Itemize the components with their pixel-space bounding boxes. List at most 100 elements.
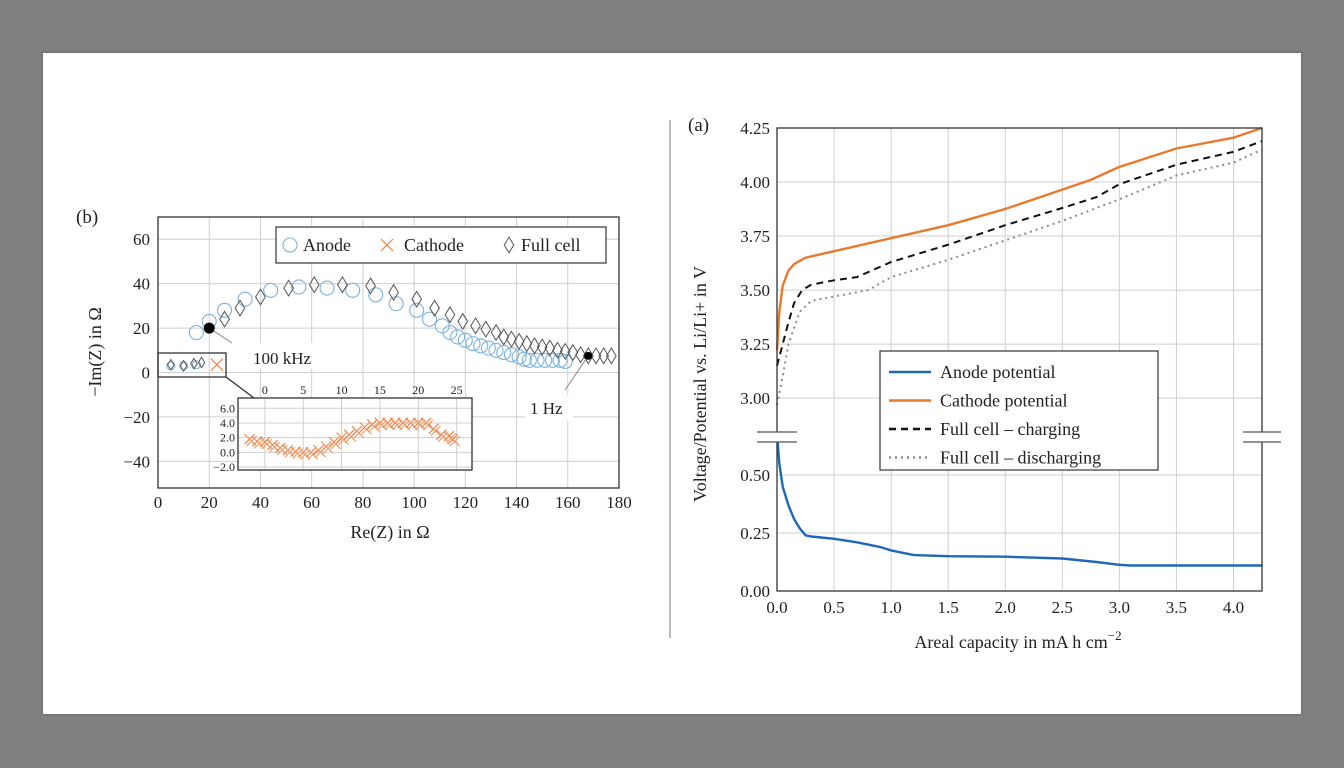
anode-point	[191, 360, 201, 370]
x-tick-label: 120	[453, 493, 479, 512]
anode-point	[368, 287, 384, 303]
full-cell-point	[480, 320, 492, 338]
anode-point	[388, 296, 404, 312]
anode-point	[188, 324, 204, 341]
anode-point	[442, 324, 458, 341]
x-tick-label: 2.0	[995, 598, 1016, 617]
legend-label: Anode	[303, 235, 351, 255]
x-axis-label-text: Areal capacity in mA h cm	[914, 632, 1107, 652]
x-tick-label: 4.0	[1223, 598, 1244, 617]
y-tick-label: 0.50	[740, 466, 770, 485]
x-tick-label: 180	[606, 493, 632, 512]
x-tick-label: 160	[555, 493, 581, 512]
full-cell-point	[559, 342, 571, 361]
full-cell-point	[582, 347, 594, 365]
y-tick-label: 3.50	[740, 281, 770, 300]
anode-point	[544, 352, 560, 368]
anode-point	[552, 352, 568, 368]
anode-point	[516, 351, 532, 367]
x-tick-label: 0.5	[823, 598, 844, 617]
inset-y-tick-label: −2.0	[213, 460, 235, 474]
full-cell-point	[219, 310, 230, 328]
annotation-label-100khz: 100 kHz	[253, 349, 312, 368]
full-cell-point	[308, 275, 320, 294]
annotation-leader	[564, 355, 589, 391]
y-tick-label: −40	[123, 452, 150, 471]
anode-point	[237, 291, 253, 307]
full-cell-point	[444, 305, 456, 324]
full-cell-point	[429, 299, 440, 317]
full-cell-point	[167, 358, 175, 371]
anode-point	[488, 342, 504, 358]
full-cell-point	[283, 279, 295, 297]
full-cell-point	[388, 283, 400, 302]
full-cell-point	[536, 338, 548, 356]
x-axis-label: Areal capacity in mA h cm−2	[914, 628, 1121, 652]
axis-break-gap	[1243, 432, 1281, 442]
full-cell-point	[590, 347, 602, 365]
y-tick-label: 3.00	[740, 389, 770, 408]
x-tick-label: 3.5	[1166, 598, 1187, 617]
full-cell-point	[365, 277, 376, 295]
full-cell-point	[575, 345, 586, 364]
anode-point	[521, 352, 537, 368]
inset-bg	[238, 398, 472, 470]
cathode-point	[210, 358, 224, 372]
panel-label-b: (b)	[76, 207, 98, 228]
full-cell-point	[552, 341, 563, 360]
full-cell-point	[513, 332, 525, 351]
x-tick-label: 1.5	[938, 598, 959, 617]
full-cell-point	[521, 334, 533, 353]
y-tick-label: 0.00	[740, 582, 770, 601]
inset-cathode-point	[407, 419, 419, 431]
anode-point	[480, 340, 496, 356]
annotation-bg	[248, 343, 328, 369]
legend-marker-cross	[380, 238, 394, 252]
x-tick-label: 3.0	[1109, 598, 1130, 617]
full-cell-point	[605, 347, 617, 365]
inset-x-tick-label: 10	[336, 383, 348, 397]
x-tick-label: 100	[401, 493, 427, 512]
inset-cathode-point	[414, 419, 426, 431]
legend-label: Cathode	[404, 235, 464, 255]
x-tick-label: 1.0	[880, 598, 901, 617]
anode-point	[465, 336, 481, 352]
x-axis-label-superscript: −2	[1108, 628, 1122, 643]
y-tick-label: 0	[142, 363, 151, 382]
full-cell-point	[529, 337, 540, 355]
legend-label: Full cell – discharging	[940, 448, 1101, 468]
inset-x-tick-label: 0	[262, 383, 268, 397]
legend-label: Full cell – charging	[940, 419, 1080, 439]
cathode-potential-line	[775, 126, 1263, 351]
zoom-connector	[225, 376, 255, 399]
inset-cathode-point	[307, 448, 319, 460]
anode-point	[457, 332, 473, 348]
anode-point	[263, 282, 279, 298]
x-tick-label: 0.0	[766, 598, 787, 617]
inset-x-tick-label: 25	[451, 383, 463, 397]
y-tick-label: 4.00	[740, 173, 770, 192]
full-cell-point	[544, 339, 556, 357]
anode-point	[291, 279, 307, 295]
legend-marker-circle	[282, 237, 298, 253]
legend-label: Full cell	[521, 235, 581, 255]
annotation-point-1hz	[584, 351, 593, 360]
x-tick-label: 0	[154, 493, 163, 512]
anode-point	[557, 353, 573, 369]
anode-point	[217, 302, 233, 318]
y-axis-label: −Im(Z) in Ω	[85, 307, 106, 397]
full-cell-point	[411, 290, 423, 308]
inset-x-tick-label: 5	[300, 383, 306, 397]
full-cell-discharging-line	[776, 148, 1263, 405]
anode-point	[409, 302, 425, 318]
anode-point	[537, 352, 553, 368]
anode-point	[345, 282, 361, 298]
y-tick-label: 4.25	[740, 119, 770, 138]
full-cell-point	[337, 275, 348, 294]
x-tick-label: 140	[504, 493, 530, 512]
y-tick-label: 0.25	[740, 524, 770, 543]
legend-label: Cathode potential	[940, 391, 1067, 411]
inset-cathode-point	[399, 419, 411, 431]
inset-cathode-point	[384, 419, 396, 431]
